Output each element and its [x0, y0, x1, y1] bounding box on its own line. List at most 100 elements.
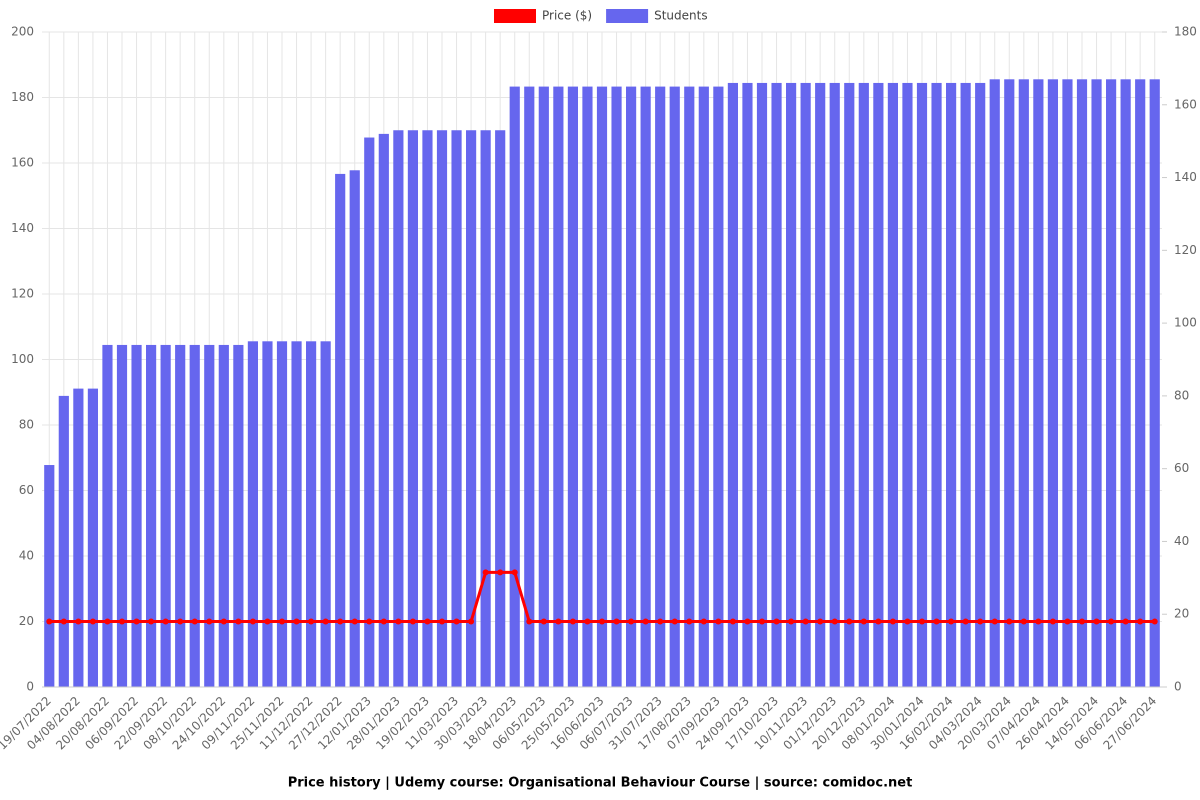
- price-point: [846, 618, 853, 625]
- bar: [189, 344, 200, 687]
- bar: [102, 344, 113, 687]
- bar: [815, 82, 826, 687]
- bar: [422, 130, 433, 687]
- price-point: [759, 618, 765, 625]
- price-point: [119, 618, 125, 625]
- bar: [1135, 79, 1146, 688]
- bar: [480, 130, 491, 687]
- y2-tick-label: 80: [1174, 388, 1189, 402]
- bar: [596, 86, 608, 688]
- bar: [1047, 79, 1058, 688]
- y2-tick-label: 120: [1174, 243, 1197, 257]
- bar: [858, 82, 869, 687]
- chart-title: Price history | Udemy course: Organisati…: [288, 776, 913, 791]
- bar: [786, 82, 797, 687]
- price-point: [104, 618, 111, 625]
- price-point: [919, 618, 925, 625]
- price-point: [322, 618, 329, 625]
- bar: [509, 86, 520, 688]
- price-point: [584, 618, 591, 625]
- price-point: [89, 618, 96, 625]
- bar: [975, 82, 986, 687]
- bar: [1120, 79, 1131, 688]
- bar: [873, 82, 884, 687]
- bar: [538, 86, 549, 688]
- bar: [946, 82, 957, 687]
- bar: [320, 341, 331, 687]
- bar: [1062, 79, 1073, 688]
- bar: [931, 82, 942, 687]
- bar: [44, 465, 55, 687]
- price-point: [613, 618, 620, 625]
- price-point: [308, 618, 315, 625]
- price-point: [875, 618, 882, 625]
- price-point: [453, 618, 460, 625]
- bar: [58, 395, 69, 687]
- price-point: [642, 618, 649, 625]
- bar: [349, 170, 360, 687]
- price-point: [904, 618, 911, 625]
- price-point: [249, 618, 256, 625]
- bar: [436, 130, 448, 687]
- price-point: [700, 618, 707, 625]
- bar: [262, 341, 273, 687]
- y2-tick-label: 180: [1174, 25, 1197, 39]
- y2-tick-label: 0: [1174, 680, 1182, 694]
- bar: [291, 341, 302, 687]
- price-point: [729, 618, 736, 625]
- price-point: [802, 618, 809, 625]
- bar: [247, 341, 258, 687]
- bar: [626, 86, 637, 688]
- price-point: [657, 618, 664, 625]
- y2-tick-label: 160: [1174, 97, 1197, 111]
- bar: [756, 82, 768, 687]
- bar: [1004, 79, 1015, 688]
- bar: [1106, 79, 1117, 688]
- bar: [131, 344, 142, 687]
- bar: [451, 130, 462, 687]
- price-point: [671, 618, 678, 625]
- price-point: [860, 618, 867, 625]
- bar: [582, 86, 593, 688]
- bar: [87, 388, 98, 687]
- price-point: [366, 618, 373, 625]
- price-point: [773, 618, 780, 625]
- bar: [1091, 79, 1102, 688]
- y2-tick-label: 20: [1174, 607, 1189, 621]
- y-tick-label: 100: [11, 352, 34, 366]
- price-point: [599, 618, 605, 625]
- bar: [727, 82, 738, 687]
- price-point: [1122, 618, 1129, 625]
- bar: [218, 344, 229, 687]
- bar: [684, 86, 695, 688]
- y-tick-label: 20: [19, 614, 34, 628]
- y-tick-label: 80: [19, 418, 34, 432]
- legend-swatch: [494, 9, 536, 23]
- price-point: [279, 618, 285, 625]
- bar: [567, 86, 578, 688]
- price-point: [235, 618, 242, 625]
- price-point: [191, 618, 198, 625]
- price-point: [977, 618, 984, 625]
- price-point: [380, 618, 387, 625]
- y2-tick-label: 60: [1174, 461, 1189, 475]
- bar: [73, 388, 84, 687]
- price-point: [686, 618, 693, 625]
- price-point: [569, 618, 576, 625]
- bar: [611, 86, 622, 688]
- bar: [771, 82, 782, 687]
- bar: [698, 86, 709, 688]
- price-point: [409, 618, 416, 625]
- y-tick-label: 200: [11, 25, 34, 39]
- price-point: [1020, 618, 1027, 625]
- price-point: [482, 569, 489, 576]
- price-point: [395, 618, 402, 625]
- price-point: [831, 618, 838, 625]
- price-point: [60, 618, 67, 625]
- bar: [916, 82, 928, 687]
- bar: [989, 79, 1000, 688]
- bar: [378, 133, 389, 687]
- price-point: [526, 618, 533, 625]
- y-tick-label: 180: [11, 90, 34, 104]
